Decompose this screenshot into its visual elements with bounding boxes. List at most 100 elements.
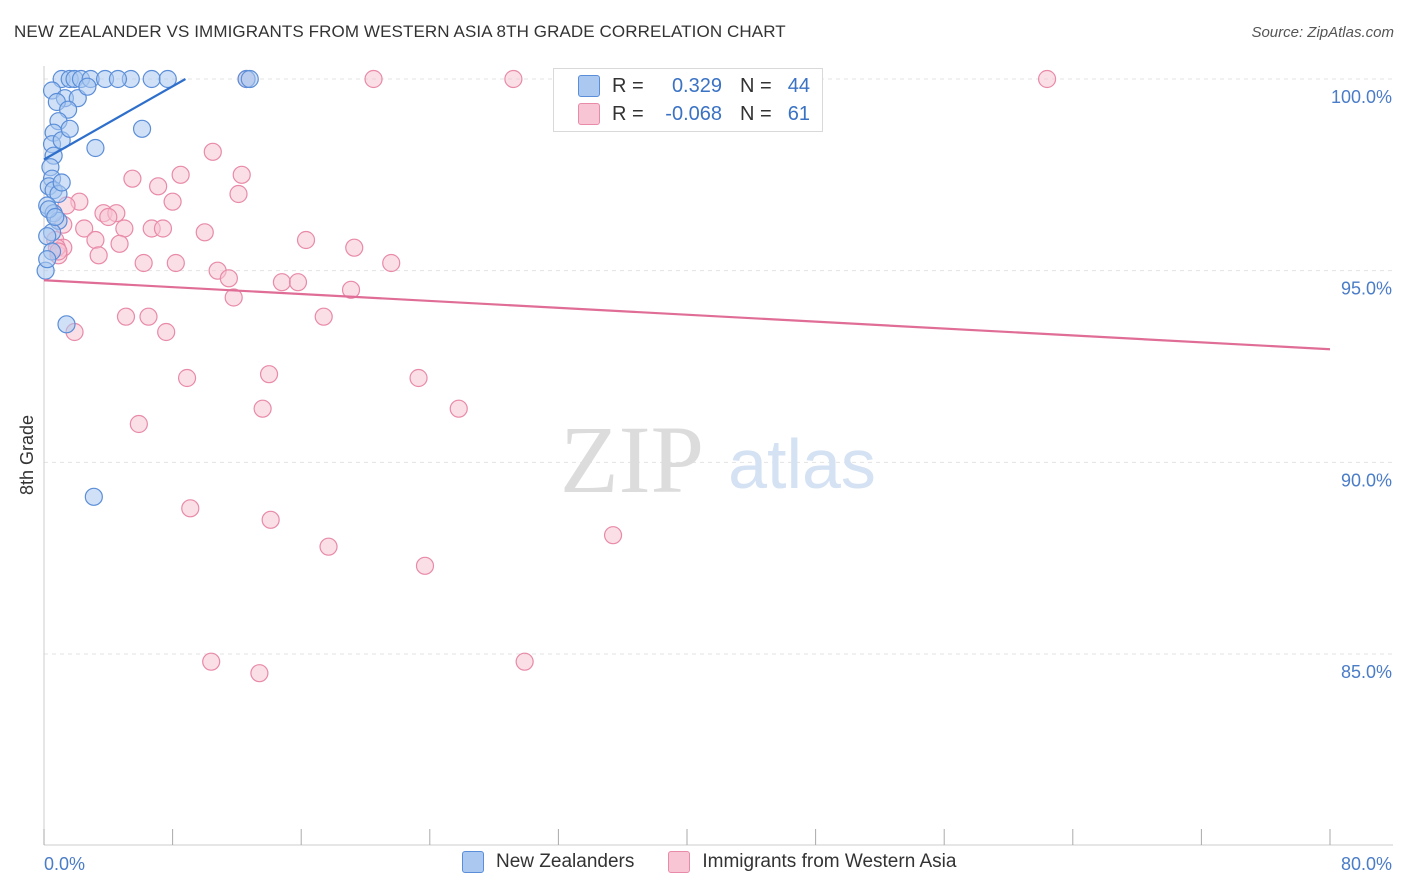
- y-tick-label: 85.0%: [1341, 662, 1392, 682]
- point-western-asia: [415, 556, 435, 575]
- point-western-asia: [153, 219, 173, 238]
- blue-series-points: [36, 69, 259, 506]
- series-swatch-blue: [462, 851, 484, 873]
- source-label: Source: ZipAtlas.com: [1251, 24, 1394, 41]
- point-new-zealanders: [52, 173, 71, 192]
- legend-row-new-zealanders: R = 0.329 N = 44: [578, 73, 810, 99]
- point-western-asia: [203, 142, 222, 161]
- point-new-zealanders: [60, 119, 79, 138]
- point-western-asia: [504, 69, 523, 89]
- correlation-legend: R = 0.329 N = 44 R = -0.068 N = 61: [553, 68, 823, 132]
- point-new-zealanders: [240, 69, 259, 89]
- point-new-zealanders: [86, 138, 105, 158]
- y-tick-label: 95.0%: [1341, 279, 1392, 299]
- point-western-asia: [250, 664, 269, 683]
- legend-r-label: R =: [612, 74, 644, 97]
- point-western-asia: [123, 169, 142, 188]
- point-western-asia: [296, 230, 316, 250]
- point-western-asia: [110, 234, 129, 253]
- legend-swatch-blue: [578, 75, 600, 97]
- gridlines: [44, 78, 1393, 655]
- point-western-asia: [134, 253, 153, 273]
- point-western-asia: [181, 499, 200, 518]
- legend-r-value: 0.329: [671, 74, 722, 97]
- point-western-asia: [202, 652, 221, 671]
- legend-n-value: 44: [787, 74, 810, 97]
- point-western-asia: [382, 253, 401, 273]
- point-western-asia: [314, 307, 333, 326]
- watermark-atlas: atlas: [728, 425, 876, 503]
- watermark-zip: ZIP: [560, 406, 704, 513]
- series-legend: New Zealanders Immigrants from Western A…: [462, 851, 990, 873]
- point-western-asia: [345, 238, 364, 257]
- point-western-asia: [116, 307, 136, 326]
- point-new-zealanders: [142, 69, 161, 89]
- axis-labels: 85.0% 90.0% 95.0% 100.0% 0.0% 80.0% 8th Grade: [17, 87, 1392, 874]
- point-western-asia: [177, 368, 197, 388]
- series-legend-label: New Zealanders: [496, 851, 635, 872]
- point-western-asia: [261, 510, 280, 529]
- point-western-asia: [253, 399, 272, 418]
- trend-line-western-asia: [43, 279, 1331, 351]
- trend-line-new-zealanders: [43, 78, 187, 161]
- point-western-asia: [515, 652, 534, 671]
- point-new-zealanders: [46, 207, 65, 227]
- point-western-asia: [1037, 69, 1057, 89]
- y-tick-label: 90.0%: [1341, 470, 1392, 490]
- series-swatch-pink: [668, 851, 691, 873]
- axes: [43, 66, 1393, 846]
- point-new-zealanders: [78, 77, 97, 96]
- watermark: ZIP atlas: [560, 406, 876, 513]
- point-new-zealanders: [57, 315, 76, 334]
- point-western-asia: [89, 246, 108, 265]
- x-tick-label: 80.0%: [1341, 854, 1392, 874]
- point-new-zealanders: [132, 119, 152, 138]
- point-western-asia: [224, 288, 243, 307]
- chart-title: NEW ZEALANDER VS IMMIGRANTS FROM WESTERN…: [14, 22, 786, 41]
- point-western-asia: [272, 273, 292, 292]
- point-western-asia: [219, 269, 238, 288]
- legend-r-label: R =: [612, 102, 644, 125]
- legend-n-value: 61: [787, 102, 810, 125]
- series-legend-new-zealanders: New Zealanders: [462, 851, 634, 873]
- point-western-asia: [603, 526, 623, 545]
- point-western-asia: [75, 219, 94, 238]
- point-western-asia: [99, 207, 118, 227]
- point-new-zealanders: [108, 69, 128, 89]
- point-western-asia: [86, 230, 105, 250]
- point-western-asia: [149, 177, 168, 196]
- point-new-zealanders: [38, 250, 57, 269]
- point-western-asia: [166, 253, 185, 273]
- point-western-asia: [288, 273, 308, 292]
- point-new-zealanders: [38, 227, 57, 246]
- legend-swatch-pink: [578, 103, 600, 125]
- point-western-asia: [129, 414, 148, 434]
- legend-r-value: -0.068: [665, 102, 722, 125]
- legend-n-label: N =: [740, 102, 772, 125]
- point-western-asia: [163, 192, 182, 211]
- point-western-asia: [341, 280, 361, 299]
- x-tick-label: 0.0%: [44, 854, 85, 874]
- point-western-asia: [232, 165, 251, 184]
- point-western-asia: [449, 399, 468, 418]
- legend-row-western-asia: R = -0.068 N = 61: [578, 101, 810, 127]
- point-western-asia: [157, 322, 176, 342]
- pink-series-points: [46, 69, 1057, 683]
- y-axis-label: 8th Grade: [17, 415, 37, 495]
- point-western-asia: [364, 69, 383, 89]
- series-legend-label: Immigrants from Western Asia: [702, 851, 957, 872]
- y-tick-label: 100.0%: [1331, 87, 1392, 107]
- point-western-asia: [171, 165, 190, 184]
- point-western-asia: [115, 219, 134, 238]
- point-new-zealanders: [158, 69, 177, 89]
- point-western-asia: [195, 223, 214, 242]
- point-western-asia: [319, 537, 338, 556]
- point-western-asia: [139, 307, 158, 326]
- point-western-asia: [229, 184, 248, 204]
- point-new-zealanders: [84, 487, 103, 506]
- point-western-asia: [259, 365, 279, 384]
- series-legend-western-asia: Immigrants from Western Asia: [668, 851, 956, 873]
- trend-lines: [43, 78, 1331, 351]
- point-western-asia: [409, 368, 428, 388]
